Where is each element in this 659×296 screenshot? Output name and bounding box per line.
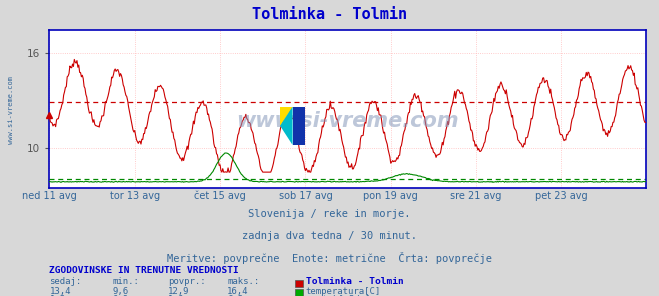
Polygon shape xyxy=(280,107,293,145)
Polygon shape xyxy=(280,107,293,126)
Text: www.si-vreme.com: www.si-vreme.com xyxy=(8,75,14,144)
Polygon shape xyxy=(293,107,305,145)
Text: 13,4: 13,4 xyxy=(49,287,71,295)
Text: 0,9: 0,9 xyxy=(112,295,128,296)
Text: ZGODOVINSKE IN TRENUTNE VREDNOSTI: ZGODOVINSKE IN TRENUTNE VREDNOSTI xyxy=(49,266,239,275)
Text: 6,2: 6,2 xyxy=(227,295,243,296)
Text: sedaj:: sedaj: xyxy=(49,277,82,286)
Text: Meritve: povprečne  Enote: metrične  Črta: povprečje: Meritve: povprečne Enote: metrične Črta:… xyxy=(167,252,492,264)
Text: www.si-vreme.com: www.si-vreme.com xyxy=(237,112,459,131)
Text: Tolminka - Tolmin: Tolminka - Tolmin xyxy=(306,277,404,286)
Text: maks.:: maks.: xyxy=(227,277,260,286)
Text: 16,4: 16,4 xyxy=(227,287,249,295)
Text: zadnja dva tedna / 30 minut.: zadnja dva tedna / 30 minut. xyxy=(242,231,417,241)
Text: Slovenija / reke in morje.: Slovenija / reke in morje. xyxy=(248,209,411,219)
Text: pretok[m3/s]: pretok[m3/s] xyxy=(306,295,370,296)
Text: min.:: min.: xyxy=(112,277,139,286)
Text: 12,9: 12,9 xyxy=(168,287,190,295)
Text: povpr.:: povpr.: xyxy=(168,277,206,286)
Text: 1,6: 1,6 xyxy=(168,295,184,296)
Text: temperatura[C]: temperatura[C] xyxy=(306,287,381,295)
Text: 9,6: 9,6 xyxy=(112,287,128,295)
Text: Tolminka - Tolmin: Tolminka - Tolmin xyxy=(252,7,407,22)
Text: 1,3: 1,3 xyxy=(49,295,65,296)
